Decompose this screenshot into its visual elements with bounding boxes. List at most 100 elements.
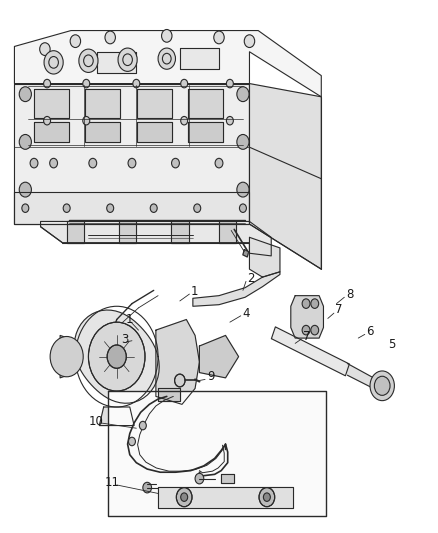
Circle shape <box>83 79 90 88</box>
Circle shape <box>259 488 275 507</box>
Text: 2: 2 <box>247 272 255 285</box>
Circle shape <box>50 336 83 377</box>
Circle shape <box>105 31 116 44</box>
Circle shape <box>150 204 157 213</box>
Text: 6: 6 <box>366 325 374 338</box>
Circle shape <box>195 473 204 484</box>
Polygon shape <box>14 192 250 224</box>
Circle shape <box>158 48 176 69</box>
Circle shape <box>237 182 249 197</box>
Text: 7: 7 <box>303 330 310 343</box>
Circle shape <box>263 493 270 502</box>
Circle shape <box>302 299 310 309</box>
Polygon shape <box>272 327 350 376</box>
Polygon shape <box>119 221 136 243</box>
Circle shape <box>63 204 70 213</box>
Circle shape <box>215 158 223 168</box>
Polygon shape <box>97 52 136 73</box>
Polygon shape <box>188 89 223 118</box>
Circle shape <box>44 116 50 125</box>
Circle shape <box>30 158 38 168</box>
Circle shape <box>240 204 247 213</box>
Circle shape <box>370 371 394 401</box>
Circle shape <box>162 29 172 42</box>
Polygon shape <box>347 364 382 391</box>
Circle shape <box>139 421 146 430</box>
Circle shape <box>172 158 180 168</box>
Polygon shape <box>158 389 180 401</box>
Circle shape <box>237 134 249 149</box>
Circle shape <box>302 325 310 335</box>
Polygon shape <box>85 89 120 118</box>
Circle shape <box>118 48 137 71</box>
Text: 1: 1 <box>125 313 133 326</box>
Text: 7: 7 <box>335 303 343 317</box>
Polygon shape <box>221 474 234 483</box>
Circle shape <box>19 87 32 102</box>
Circle shape <box>181 116 187 125</box>
Circle shape <box>175 374 185 387</box>
Polygon shape <box>171 221 188 243</box>
Circle shape <box>226 79 233 88</box>
Circle shape <box>40 43 50 55</box>
Polygon shape <box>243 249 249 257</box>
Text: 8: 8 <box>346 288 353 301</box>
Polygon shape <box>219 221 237 243</box>
Circle shape <box>44 51 63 74</box>
Polygon shape <box>137 89 172 118</box>
Polygon shape <box>108 391 325 516</box>
Circle shape <box>226 116 233 125</box>
Circle shape <box>311 299 319 309</box>
Polygon shape <box>193 272 280 306</box>
Circle shape <box>22 204 29 213</box>
Polygon shape <box>34 89 69 118</box>
Polygon shape <box>67 221 84 243</box>
Polygon shape <box>41 221 271 256</box>
Circle shape <box>374 376 390 395</box>
Text: 11: 11 <box>105 477 120 489</box>
Text: 10: 10 <box>88 415 103 428</box>
Text: 4: 4 <box>242 306 250 320</box>
Polygon shape <box>60 335 75 378</box>
Circle shape <box>237 87 249 102</box>
Circle shape <box>79 49 98 72</box>
Circle shape <box>177 488 192 507</box>
Text: 9: 9 <box>207 370 214 383</box>
Circle shape <box>181 493 187 502</box>
Circle shape <box>89 158 97 168</box>
Polygon shape <box>158 487 293 508</box>
Circle shape <box>19 134 32 149</box>
Text: 5: 5 <box>388 338 395 351</box>
Polygon shape <box>250 84 321 269</box>
Circle shape <box>88 322 145 391</box>
Circle shape <box>83 116 90 125</box>
Polygon shape <box>34 122 69 142</box>
Polygon shape <box>199 335 239 378</box>
Polygon shape <box>188 122 223 142</box>
Polygon shape <box>156 319 199 405</box>
Polygon shape <box>14 30 321 97</box>
Circle shape <box>311 325 319 335</box>
Polygon shape <box>180 48 219 69</box>
Text: 1: 1 <box>191 286 198 298</box>
Circle shape <box>181 79 187 88</box>
Circle shape <box>128 437 135 446</box>
Polygon shape <box>99 407 134 425</box>
Polygon shape <box>85 122 120 142</box>
Circle shape <box>133 79 140 88</box>
Circle shape <box>70 35 81 47</box>
Polygon shape <box>250 237 280 277</box>
Polygon shape <box>291 296 323 338</box>
Text: 3: 3 <box>121 333 128 346</box>
Polygon shape <box>74 310 159 403</box>
Circle shape <box>244 35 254 47</box>
Polygon shape <box>14 84 250 224</box>
Polygon shape <box>137 122 172 142</box>
Circle shape <box>49 158 57 168</box>
Circle shape <box>143 482 152 493</box>
Circle shape <box>214 31 224 44</box>
Circle shape <box>107 204 114 213</box>
Circle shape <box>107 345 126 368</box>
Circle shape <box>44 79 50 88</box>
Circle shape <box>194 204 201 213</box>
